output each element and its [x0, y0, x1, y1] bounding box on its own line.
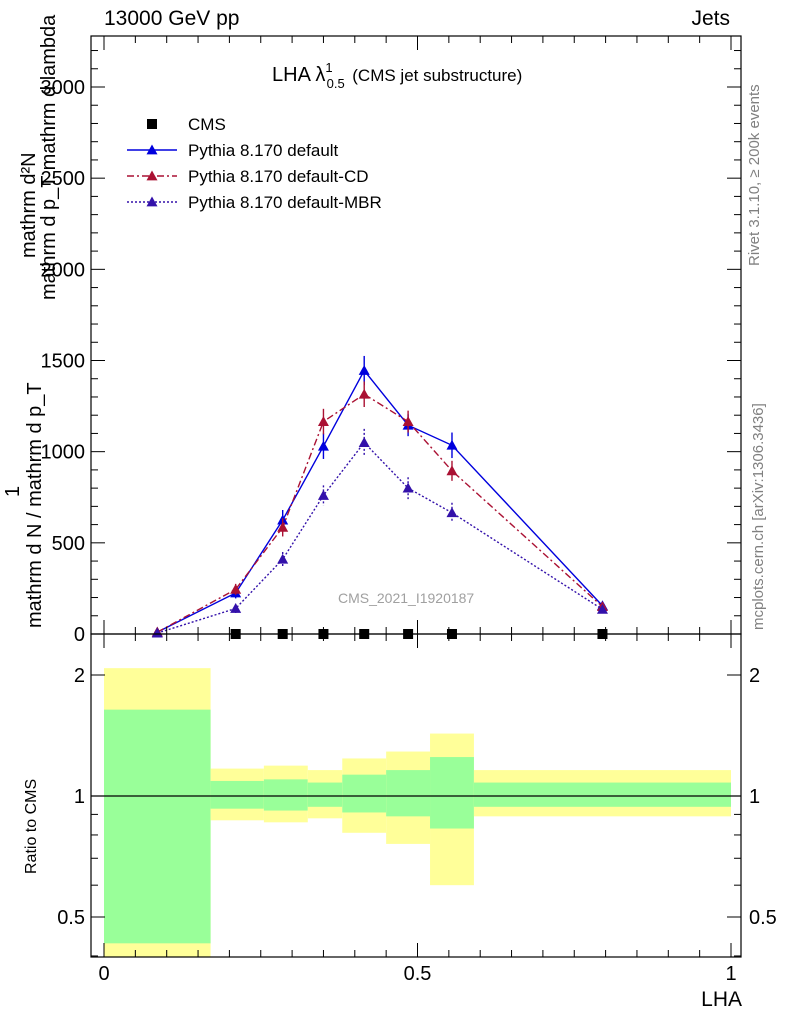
- pythia-8-170-default-cd-point-3: [317, 416, 329, 426]
- legend-label-pythia-8-170-default-mbr: Pythia 8.170 default-MBR: [188, 193, 382, 212]
- ratio-inner-band-1: [210, 780, 264, 809]
- mcplots-label: mcplots.cern.ch [arXiv:1306.3436]: [750, 403, 767, 630]
- pythia-8-170-default-point-3: [317, 440, 329, 451]
- main-ytick-label-2500: 2500: [41, 168, 86, 190]
- rivet-version-label: Rivet 3.1.10, ≥ 200k events: [746, 84, 763, 266]
- ratio-y-label: Ratio to CMS: [23, 778, 40, 874]
- xtick-label-1: 0.5: [404, 963, 432, 985]
- pythia-8-170-default-mbr-point-2: [277, 553, 289, 564]
- pythia-8-170-default-mbr-point-1: [230, 602, 242, 613]
- pythia-8-170-default-cd-point-1: [230, 583, 242, 594]
- legend-marker-pythia-8-170-default-mbr: [146, 196, 158, 207]
- ratio-ytick-label-right-1: 1: [749, 786, 760, 808]
- pythia-8-170-default-cd-point-4: [358, 388, 370, 399]
- ratio-plot-area: [91, 668, 741, 957]
- pythia-8-170-default-mbr-point-6: [446, 507, 458, 518]
- chart-title: LHA λ10.5 (CMS jet substructure): [272, 60, 523, 91]
- ratio-inner-band-7: [473, 782, 731, 807]
- pythia-8-170-default-cd-line: [156, 393, 603, 633]
- legend-label-pythia-8-170-default: Pythia 8.170 default: [188, 141, 339, 160]
- main-ytick-label-1500: 1500: [41, 351, 86, 373]
- legend: CMS Pythia 8.170 default Pythia 8.170 defa…: [127, 115, 382, 212]
- main-y-label-bottom: mathrm d p_T mathrm d lambda: [38, 14, 60, 300]
- pythia-8-170-default-mbr-point-3: [317, 489, 329, 500]
- main-ytick-label-500: 500: [52, 533, 85, 555]
- title-superscript: 1: [325, 60, 333, 75]
- process-label: Jets: [691, 7, 730, 30]
- main-y-label-one: 1: [2, 485, 24, 497]
- main-ytick-label-1000: 1000: [41, 442, 86, 464]
- x-axis-label: LHA: [701, 988, 742, 1011]
- pythia-8-170-default-mbr-point-7: [596, 603, 608, 614]
- ratio-ytick-label-right-0.5: 0.5: [749, 907, 777, 929]
- legend-label-pythia-8-170-default-cd: Pythia 8.170 default-CD: [188, 167, 369, 186]
- ratio-ytick-label-left-1: 1: [74, 786, 85, 808]
- legend-label-cms: CMS: [188, 115, 226, 134]
- pythia-8-170-default-mbr-point-4: [358, 437, 370, 447]
- ratio-inner-band-2: [263, 779, 308, 811]
- main-ytick-label-2000: 2000: [41, 259, 86, 281]
- chart-title-text: LHA: [272, 64, 310, 86]
- ratio-inner-band-4: [342, 774, 387, 813]
- pythia-8-170-default-mbr-point-0: [151, 627, 163, 638]
- ratio-ytick-label-right-2: 2: [749, 665, 760, 687]
- legend-marker-pythia-8-170-default-cd: [146, 170, 158, 181]
- title-subscript: 0.5: [326, 76, 345, 91]
- legend-marker-cms: [147, 119, 157, 129]
- pythia-8-170-default-point-4: [358, 365, 370, 375]
- pythia-8-170-default-cd-point-5: [402, 416, 414, 426]
- xtick-label-0: 0: [98, 963, 109, 985]
- analysis-watermark: CMS_2021_I1920187: [338, 590, 475, 606]
- main-ytick-label-0: 0: [74, 624, 85, 646]
- main-y-label-denominator: mathrm d N / mathrm d p_T: [24, 382, 46, 628]
- pythia-8-170-default-mbr-line: [157, 441, 603, 634]
- lambda-symbol: λ: [315, 64, 326, 86]
- pythia-8-170-default-point-6: [446, 439, 458, 450]
- legend-marker-pythia-8-170-default: [146, 144, 158, 155]
- ratio-inner-band-0: [104, 709, 211, 944]
- xtick-label-2: 1: [725, 963, 736, 985]
- ratio-inner-band-5: [386, 770, 431, 817]
- main-ytick-label-3000: 3000: [41, 77, 86, 99]
- ratio-ytick-label-left-0.5: 0.5: [57, 907, 85, 929]
- pythia-8-170-default-cd-point-2: [277, 521, 289, 532]
- ratio-inner-band-3: [307, 782, 343, 807]
- energy-label: 13000 GeV pp: [104, 7, 240, 30]
- chart-title-note: (CMS jet substructure): [352, 66, 523, 85]
- pythia-8-170-default-mbr-point-5: [402, 482, 414, 493]
- ratio-inner-band-6: [430, 757, 474, 829]
- pythia-8-170-default-cd-point-6: [446, 465, 458, 476]
- ratio-ytick-label-left-2: 2: [74, 665, 85, 687]
